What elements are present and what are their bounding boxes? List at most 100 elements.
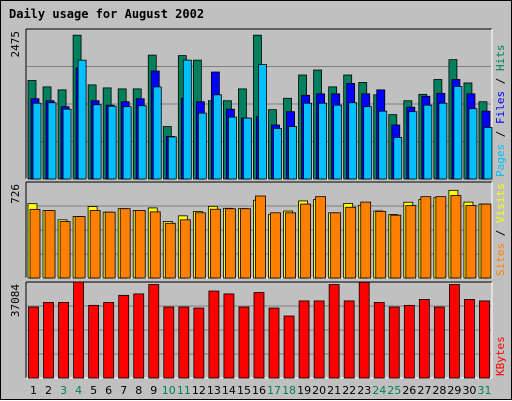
kbytes-bar — [283, 315, 295, 379]
pages-bar — [92, 104, 102, 180]
pages-bar — [228, 116, 237, 180]
pages-bar — [32, 102, 42, 180]
kbytes-bar — [313, 300, 325, 379]
pages-files-hits-legend-part: Files — [494, 91, 507, 124]
kbytes-bar — [58, 302, 69, 379]
visits-y-max-label: 726 — [9, 184, 22, 204]
sites-bar — [134, 210, 146, 279]
kbytes-bar — [88, 304, 100, 379]
sites-bar — [360, 201, 372, 279]
kbytes-bar — [388, 306, 400, 379]
pages-bar — [393, 137, 403, 180]
x-tick-label: 26 — [402, 384, 416, 397]
pages-bar — [453, 85, 463, 180]
sites-bar — [225, 208, 236, 279]
sites-bar — [59, 221, 71, 279]
x-tick-label: 23 — [357, 384, 371, 397]
x-tick-label: 18 — [282, 384, 296, 397]
sites-bar — [315, 196, 327, 279]
x-tick-label: 13 — [207, 384, 221, 397]
kbytes-bar — [133, 293, 145, 379]
kbytes-bar — [433, 306, 445, 379]
kbytes-bar — [43, 302, 54, 379]
x-tick-label: 10 — [162, 384, 176, 397]
sites-bar — [164, 222, 176, 279]
pages-bar — [378, 110, 388, 180]
sites-bar — [104, 211, 116, 279]
kbytes-bar — [163, 306, 175, 379]
x-tick-label: 28 — [432, 384, 446, 397]
x-tick-label: 8 — [135, 384, 142, 397]
sites-bar — [420, 196, 432, 279]
kbytes-bar — [268, 307, 280, 379]
pages-bar — [333, 104, 343, 180]
kbytes-y-max-label: 37084 — [9, 284, 22, 317]
pages-bar — [167, 136, 177, 180]
sites-bar — [450, 195, 462, 279]
sites-visits-legend-part: / — [494, 223, 507, 243]
pages-bar — [258, 64, 267, 180]
sites-bar — [435, 196, 447, 279]
pages-files-hits-legend: Pages / Files / Hits — [494, 45, 507, 178]
pages-bar — [137, 105, 147, 180]
x-tick-label: 9 — [150, 384, 157, 397]
sites-bar — [209, 208, 221, 279]
kbytes-bar — [223, 293, 235, 379]
pages-files-hits-legend-part: Pages — [494, 144, 507, 177]
x-tick-label: 31 — [477, 384, 491, 397]
pages-bar — [303, 102, 312, 180]
x-tick-label: 11 — [177, 384, 191, 397]
hits-y-max-label: 2475 — [9, 31, 22, 58]
pages-bar — [408, 111, 418, 180]
pages-bar — [47, 102, 57, 180]
x-tick-label: 25 — [387, 384, 401, 397]
sites-bar — [29, 208, 41, 279]
kbytes-bar — [298, 300, 310, 379]
chart-title: Daily usage for August 2002 — [9, 7, 204, 21]
x-tick-label: 30 — [462, 384, 476, 397]
pages-bar — [122, 106, 132, 180]
x-tick-label: 17 — [267, 384, 281, 397]
sites-bar — [465, 205, 477, 279]
pages-bar — [212, 94, 222, 180]
pages-bar — [77, 59, 87, 180]
sites-visits-legend-part: Sites — [494, 243, 507, 276]
sites-bar — [330, 212, 342, 279]
kbytes-bar — [343, 300, 355, 379]
x-tick-label: 20 — [312, 384, 326, 397]
sites-bar — [285, 212, 296, 279]
kbytes-bar — [73, 281, 84, 379]
pages-bar — [468, 108, 478, 180]
x-tick-label: 15 — [237, 384, 251, 397]
kbytes-bar — [373, 302, 385, 379]
pages-bar — [243, 117, 252, 180]
x-tick-label: 7 — [120, 384, 127, 397]
sites-bar — [44, 210, 56, 279]
sites-bar — [300, 203, 311, 279]
kbytes-bar — [403, 304, 415, 379]
pages-files-hits-legend-part: / — [494, 71, 507, 91]
pages-bar — [197, 112, 207, 180]
sites-bar — [480, 203, 492, 279]
pages-bar — [438, 102, 448, 180]
kbytes-bar — [418, 298, 430, 379]
pages-bar — [483, 127, 493, 180]
kbytes-bar — [208, 290, 220, 379]
x-tick-label: 14 — [222, 384, 236, 397]
x-tick-label: 16 — [252, 384, 266, 397]
pages-bar — [107, 105, 117, 180]
sites-bar — [194, 212, 206, 279]
sites-bar — [270, 212, 281, 279]
sites-bar — [255, 195, 266, 279]
kbytes-bar — [328, 284, 340, 379]
x-tick-label: 1 — [30, 384, 37, 397]
sites-bar — [119, 208, 131, 279]
kbytes-bar — [358, 281, 370, 379]
pages-bar — [348, 102, 358, 180]
kbytes-bar — [178, 306, 190, 379]
pages-bar — [318, 102, 328, 180]
sites-bar — [179, 219, 191, 279]
sites-bar — [405, 205, 417, 279]
